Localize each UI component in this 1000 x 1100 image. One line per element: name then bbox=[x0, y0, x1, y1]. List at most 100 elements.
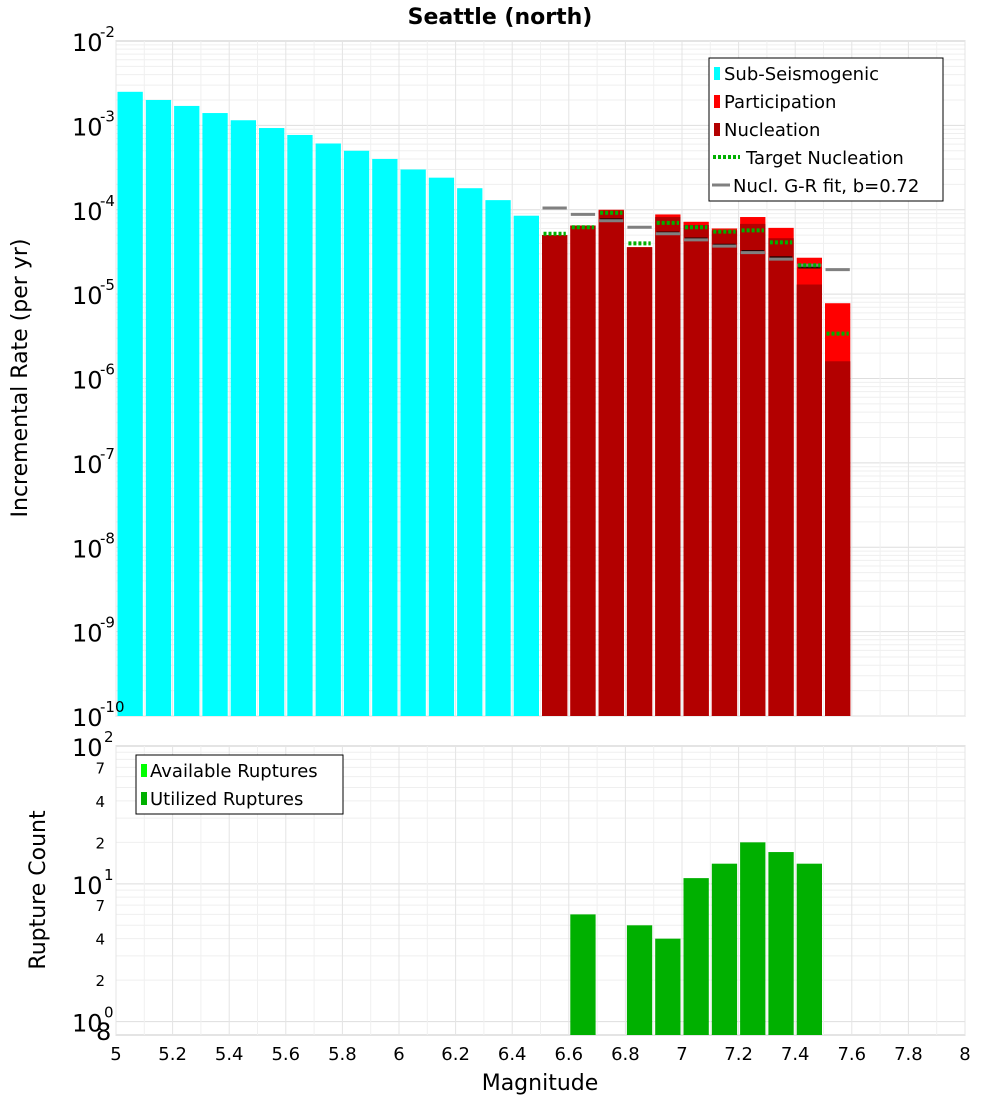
rate-y-tick-exponent: -9 bbox=[100, 614, 115, 632]
rate-y-tick-exponent: -4 bbox=[100, 192, 115, 210]
chart-title: Seattle (north) bbox=[408, 5, 593, 30]
count-y-tick-exponent: 1 bbox=[104, 866, 114, 884]
count-y-minor-tick-label: 7 bbox=[95, 897, 105, 915]
legend-swatch-nucleation bbox=[714, 123, 720, 136]
x-tick-label: 7.8 bbox=[894, 1044, 923, 1065]
sub-seismogenic-bar bbox=[485, 200, 511, 716]
x-tick-labels: 5 5.2 5.4 5.6 5.8 6 6.2 6.4 6.6 6.8 7 7.2 7.4 7.6 7.8 8 bbox=[110, 1044, 970, 1065]
nucleation-bar bbox=[796, 284, 822, 716]
x-tick-label: 5 bbox=[110, 1044, 121, 1065]
nucleation-bar bbox=[598, 210, 624, 716]
x-tick-label: 6.6 bbox=[554, 1044, 583, 1065]
x-tick-label: 6 bbox=[393, 1044, 404, 1065]
sub-seismogenic-bar bbox=[400, 169, 426, 716]
count-legend: Available Ruptures Utilized Ruptures bbox=[135, 754, 344, 815]
count-bars bbox=[570, 842, 822, 1035]
rate-y-tick-exponent: -8 bbox=[100, 529, 115, 547]
rate-legend-box bbox=[708, 57, 944, 202]
sub-seismogenic-bar bbox=[202, 113, 228, 716]
x-tick-label: 6.2 bbox=[441, 1044, 470, 1065]
count-y-minor-tick-label: 4 bbox=[95, 931, 105, 949]
sub-seismogenic-bar bbox=[230, 120, 256, 717]
x-tick-label: 7.4 bbox=[781, 1044, 810, 1065]
legend-swatch-sub-seismogenic bbox=[714, 67, 720, 80]
rate-y-tick-exponent: -10 bbox=[100, 698, 125, 716]
rate-y-tick-label: 10 bbox=[72, 113, 103, 141]
x-tick-label: 7.2 bbox=[724, 1044, 753, 1065]
utilized-ruptures-bar bbox=[768, 852, 794, 1035]
utilized-ruptures-bar bbox=[626, 925, 653, 1035]
utilized-ruptures-bar bbox=[740, 842, 766, 1035]
sub-seismogenic-bar bbox=[287, 134, 313, 717]
nucleation-bar bbox=[542, 235, 568, 716]
utilized-ruptures-bar bbox=[570, 914, 596, 1035]
x-tick-label: 5.6 bbox=[271, 1044, 300, 1065]
nucleation-bar bbox=[711, 230, 738, 716]
rate-y-tick-label: 10 bbox=[72, 29, 103, 57]
x-tick-label: 8 bbox=[959, 1044, 970, 1065]
count-y-tick-label: 10 bbox=[72, 872, 103, 900]
utilized-ruptures-bar bbox=[796, 863, 822, 1035]
legend-label-participation: Participation bbox=[724, 92, 836, 113]
sub-seismogenic-bar bbox=[372, 158, 398, 717]
nucleation-bar bbox=[740, 223, 766, 716]
rate-y-tick-label: 10 bbox=[72, 535, 103, 563]
legend-swatch-utilized-ruptures bbox=[141, 792, 147, 805]
sub-seismogenic-bar bbox=[259, 128, 285, 717]
count-y-minor-tick-label: 2 bbox=[95, 972, 105, 990]
rate-y-tick-exponent: -3 bbox=[100, 107, 115, 125]
rate-y-tick-label: 10 bbox=[72, 620, 103, 648]
count-y-bottom-label: 8 bbox=[96, 1018, 111, 1046]
count-y-tick-exponent: 2 bbox=[104, 728, 114, 746]
count-y-tick-exponent: 0 bbox=[104, 1004, 114, 1022]
x-axis-label: Magnitude bbox=[482, 1071, 599, 1096]
rate-y-tick-label: 10 bbox=[72, 704, 103, 732]
sub-seismogenic-bar bbox=[117, 91, 143, 716]
x-tick-label: 7.6 bbox=[837, 1044, 866, 1065]
count-y-minor-tick-label: 2 bbox=[95, 834, 105, 852]
count-gridlines bbox=[115, 746, 966, 1035]
legend-swatch-participation bbox=[714, 95, 720, 108]
nucleation-bar bbox=[655, 217, 681, 716]
nucleation-bar bbox=[683, 224, 709, 716]
sub-seismogenic-bar bbox=[513, 215, 539, 717]
sub-seismogenic-bar bbox=[428, 177, 455, 716]
legend-label-utilized-ruptures: Utilized Ruptures bbox=[150, 789, 303, 810]
count-y-minor-tick-label: 4 bbox=[95, 793, 105, 811]
rate-y-axis-label: Incremental Rate (per yr) bbox=[8, 239, 33, 518]
count-y-axis-label: Rupture Count bbox=[26, 810, 51, 970]
rate-y-tick-exponent: -6 bbox=[100, 361, 115, 379]
rate-line-marks bbox=[542, 206, 850, 336]
rate-y-tick-label: 10 bbox=[72, 451, 103, 479]
sub-seismogenic-bar bbox=[457, 188, 483, 717]
rate-y-tick-label: 10 bbox=[72, 282, 103, 310]
rate-y-tick-label: 10 bbox=[72, 367, 103, 395]
x-tick-label: 7 bbox=[676, 1044, 687, 1065]
nucleation-bar bbox=[570, 225, 596, 716]
count-y-tick-label: 10 bbox=[72, 734, 103, 762]
legend-label-available-ruptures: Available Ruptures bbox=[150, 761, 318, 782]
rate-bars bbox=[117, 91, 851, 717]
utilized-ruptures-bar bbox=[683, 878, 709, 1035]
x-tick-label: 5.2 bbox=[158, 1044, 187, 1065]
sub-seismogenic-bar bbox=[315, 143, 341, 716]
x-tick-label: 6.4 bbox=[498, 1044, 527, 1065]
x-tick-label: 5.8 bbox=[328, 1044, 357, 1065]
legend-label-gr-fit: Nucl. G-R fit, b=0.72 bbox=[733, 176, 919, 197]
rate-y-tick-exponent: -7 bbox=[100, 445, 115, 463]
rate-legend: Sub-Seismogenic Participation Nucleation… bbox=[708, 57, 944, 202]
nucleation-bar bbox=[768, 238, 794, 716]
legend-label-sub-seismogenic: Sub-Seismogenic bbox=[724, 64, 879, 85]
sub-seismogenic-bar bbox=[343, 150, 370, 716]
nucleation-bar bbox=[825, 361, 851, 716]
utilized-ruptures-bar bbox=[655, 938, 681, 1035]
legend-label-target-nucleation: Target Nucleation bbox=[745, 148, 904, 169]
sub-seismogenic-bar bbox=[145, 99, 172, 717]
rate-y-tick-label: 10 bbox=[72, 198, 103, 226]
count-y-tick-label: 10 bbox=[72, 1010, 103, 1038]
count-y-minor-tick-label: 7 bbox=[95, 759, 105, 777]
